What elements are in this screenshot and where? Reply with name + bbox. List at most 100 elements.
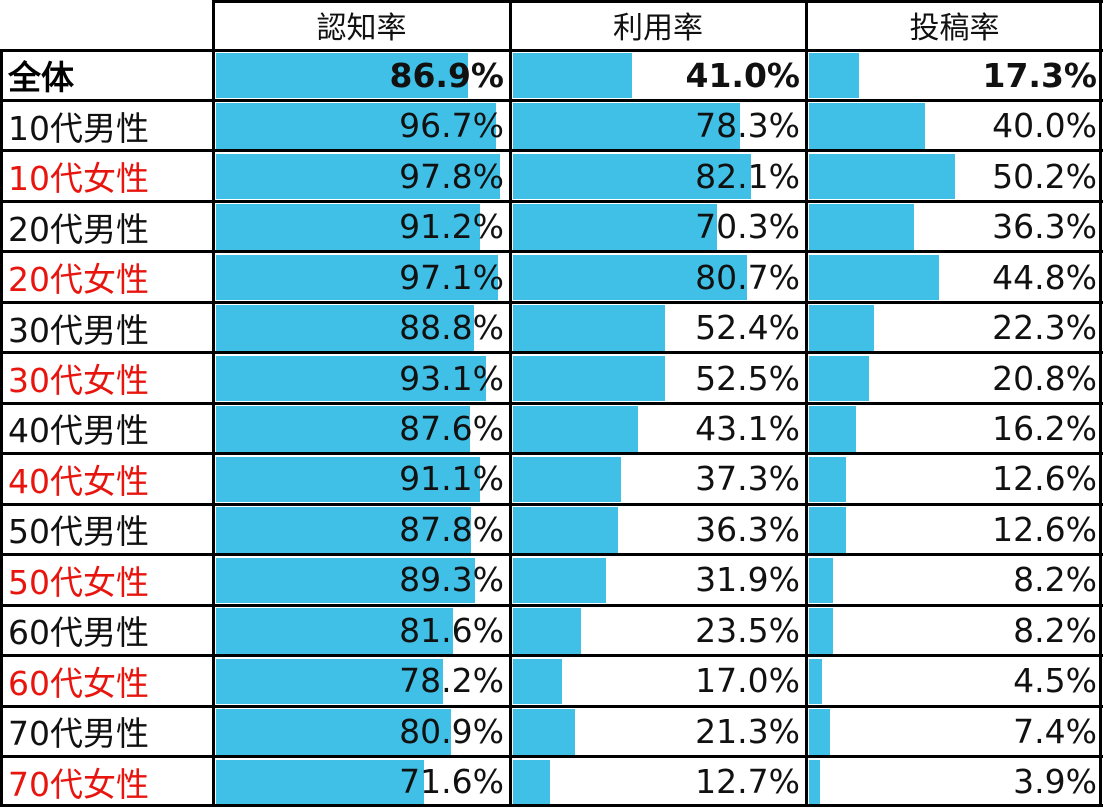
data-label: 97.8%: [399, 156, 504, 196]
data-label: 4.5%: [1013, 661, 1097, 701]
data-bar: [809, 53, 859, 99]
data-label: 17.0%: [695, 661, 800, 701]
data-bar: [216, 608, 453, 654]
value-cell-usage: 21.3%: [510, 706, 806, 756]
row-label: 50代男性: [8, 512, 149, 552]
value-cell-usage: 70.3%: [510, 201, 806, 251]
data-label: 17.3%: [982, 55, 1098, 95]
table-row: 60代男性 81.6% 23.5% 8.2%: [0, 605, 1103, 655]
grid-line-horizontal: [0, 705, 1103, 708]
value-cell-usage: 12.7%: [510, 757, 806, 807]
table-row: 70代女性 71.6% 12.7% 3.9%: [0, 757, 1103, 807]
value-cell-posting: 36.3%: [806, 201, 1103, 251]
grid-line-horizontal: [0, 200, 1103, 203]
value-cell-awareness: 88.8%: [213, 302, 510, 352]
table-row: 30代女性 93.1% 52.5% 20.8%: [0, 353, 1103, 403]
data-label: 50.2%: [992, 156, 1097, 196]
value-cell-awareness: 80.9%: [213, 706, 510, 756]
data-label: 70.3%: [695, 207, 800, 247]
value-cell-usage: 37.3%: [510, 454, 806, 504]
data-label: 40.0%: [992, 106, 1097, 146]
table-row: 50代女性 89.3% 31.9% 8.2%: [0, 555, 1103, 605]
value-cell-usage: 17.0%: [510, 656, 806, 706]
row-label: 70代女性: [8, 764, 149, 804]
data-label: 43.1%: [695, 408, 800, 448]
grid-line-horizontal: [0, 250, 1103, 253]
data-bar: [809, 355, 869, 402]
data-bar: [809, 507, 846, 553]
grid-line-horizontal: [0, 804, 1103, 807]
data-bar: [513, 53, 632, 99]
data-label: 22.3%: [992, 308, 1097, 348]
data-label: 87.6%: [399, 408, 504, 448]
value-cell-usage: 43.1%: [510, 403, 806, 453]
data-label: 7.4%: [1013, 711, 1097, 751]
grid-line-horizontal: [0, 452, 1103, 455]
data-bar: [216, 103, 496, 149]
data-bar: [513, 759, 550, 805]
data-bar: [513, 305, 665, 351]
data-label: 36.3%: [992, 207, 1097, 247]
data-label: 8.2%: [1013, 610, 1097, 650]
row-label: 全体: [8, 58, 74, 98]
data-label: 88.8%: [399, 308, 504, 348]
table-row: 全体 86.9% 41.0% 17.3%: [0, 50, 1103, 100]
value-cell-posting: 20.8%: [806, 353, 1103, 403]
data-bar: [809, 103, 925, 149]
data-label: 89.3%: [399, 560, 504, 600]
data-bar: [216, 406, 470, 452]
value-cell-posting: 17.3%: [806, 50, 1103, 100]
data-label: 71.6%: [399, 762, 504, 802]
data-label: 87.8%: [399, 509, 504, 549]
table-row: 10代女性 97.8% 82.1% 50.2%: [0, 151, 1103, 201]
data-bar: [809, 305, 874, 351]
data-bar: [216, 153, 500, 200]
value-cell-posting: 3.9%: [806, 757, 1103, 807]
value-cell-posting: 16.2%: [806, 403, 1103, 453]
data-label: 96.7%: [399, 106, 504, 146]
value-cell-awareness: 78.2%: [213, 656, 510, 706]
table-row: 50代男性 87.8% 36.3% 12.6%: [0, 504, 1103, 554]
data-bar: [216, 507, 471, 553]
value-cell-posting: 12.6%: [806, 504, 1103, 554]
data-bar: [216, 254, 498, 301]
value-cell-posting: 12.6%: [806, 454, 1103, 504]
data-bar: [216, 709, 451, 755]
grid-line-horizontal: [0, 49, 1103, 52]
data-label: 12.6%: [992, 459, 1097, 499]
data-bar: [216, 305, 474, 351]
data-bar: [216, 355, 486, 402]
table-row: 40代女性 91.1% 37.3% 12.6%: [0, 454, 1103, 504]
data-bar: [216, 658, 443, 705]
data-label: 21.3%: [695, 711, 800, 751]
data-bar: [216, 53, 468, 99]
data-bar: [513, 507, 618, 553]
grid-line-horizontal: [0, 301, 1103, 304]
header-cell-usage: 利用率: [613, 11, 703, 46]
value-cell-usage: 41.0%: [510, 50, 806, 100]
data-label: 31.9%: [695, 560, 800, 600]
data-label: 78.3%: [695, 106, 800, 146]
data-bar: [513, 153, 751, 200]
data-bar: [513, 608, 581, 654]
value-cell-usage: 23.5%: [510, 605, 806, 655]
data-label: 16.2%: [992, 408, 1097, 448]
value-cell-awareness: 93.1%: [213, 353, 510, 403]
value-cell-posting: 4.5%: [806, 656, 1103, 706]
grid-line-horizontal: [0, 402, 1103, 405]
data-label: 41.0%: [685, 55, 801, 95]
data-bar: [513, 254, 747, 301]
data-label: 86.9%: [389, 55, 505, 95]
data-bar: [809, 608, 833, 654]
value-cell-posting: 7.4%: [806, 706, 1103, 756]
data-label: 44.8%: [992, 257, 1097, 297]
data-label: 80.9%: [399, 711, 504, 751]
value-cell-awareness: 81.6%: [213, 605, 510, 655]
value-cell-posting: 44.8%: [806, 252, 1103, 302]
value-cell-usage: 52.5%: [510, 353, 806, 403]
data-label: 80.7%: [695, 257, 800, 297]
data-label: 12.7%: [695, 762, 800, 802]
data-bar: [809, 709, 830, 755]
data-label: 8.2%: [1013, 560, 1097, 600]
